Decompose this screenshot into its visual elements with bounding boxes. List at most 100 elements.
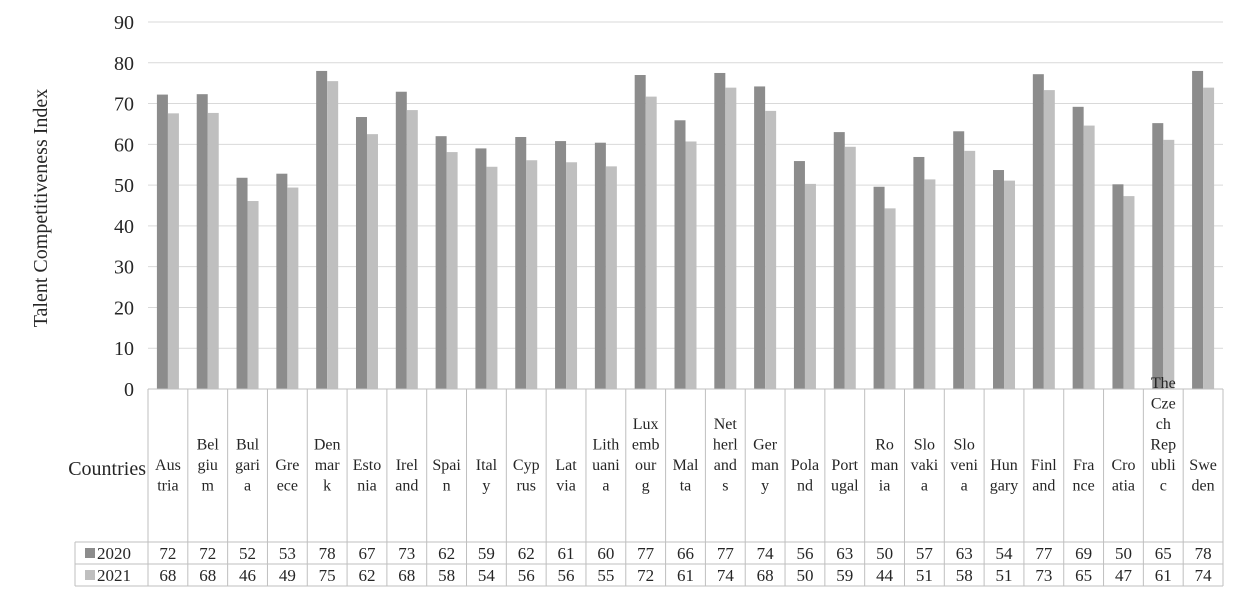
x-tick-label: Ital y bbox=[476, 457, 498, 495]
data-label: 75 bbox=[319, 566, 336, 585]
data-label: 62 bbox=[518, 544, 535, 563]
data-label: 56 bbox=[558, 566, 575, 585]
bar bbox=[714, 72, 726, 389]
data-label: 62 bbox=[438, 544, 455, 563]
x-tick-label: Swe den bbox=[1189, 457, 1217, 495]
y-tick-label: 40 bbox=[114, 216, 134, 238]
data-label: 72 bbox=[159, 544, 176, 563]
x-tick-label: Spai n bbox=[432, 457, 461, 495]
bar bbox=[555, 141, 567, 389]
bar bbox=[1192, 70, 1204, 389]
legend-key bbox=[85, 548, 95, 558]
data-label: 50 bbox=[876, 544, 893, 563]
data-label: 78 bbox=[319, 544, 336, 563]
bar bbox=[355, 117, 367, 390]
x-tick-label: Den mar k bbox=[314, 437, 341, 495]
x-tick-label: Pola nd bbox=[791, 457, 819, 495]
data-label: 77 bbox=[1035, 544, 1053, 563]
data-label: 78 bbox=[1195, 544, 1212, 563]
bar bbox=[804, 183, 816, 389]
data-label: 65 bbox=[1155, 544, 1172, 563]
bar bbox=[515, 136, 527, 389]
bar bbox=[156, 94, 168, 389]
data-label: 55 bbox=[597, 566, 614, 585]
data-label: 66 bbox=[677, 544, 694, 563]
data-label: 68 bbox=[398, 566, 415, 585]
data-label: 56 bbox=[796, 544, 813, 563]
data-label: 56 bbox=[518, 566, 535, 585]
data-table: Aus tria Bel giu m Bul gari a Gre ece Den mar k Esto n… bbox=[74, 375, 1224, 587]
data-label: 52 bbox=[239, 544, 256, 563]
bar bbox=[754, 86, 766, 389]
x-tick-label: Aus tria bbox=[155, 457, 181, 495]
bar bbox=[924, 179, 936, 389]
bar bbox=[964, 150, 976, 389]
data-label: 61 bbox=[558, 544, 575, 563]
bar bbox=[276, 173, 288, 389]
data-label: 58 bbox=[438, 566, 455, 585]
data-label: 61 bbox=[677, 566, 694, 585]
x-tick-label: Finl and bbox=[1031, 457, 1057, 495]
data-label: 44 bbox=[876, 566, 894, 585]
data-label: 51 bbox=[916, 566, 933, 585]
bar bbox=[833, 132, 845, 389]
data-label: 54 bbox=[996, 544, 1014, 563]
data-label: 57 bbox=[916, 544, 934, 563]
x-tick-label: Port ugal bbox=[831, 457, 859, 495]
bar bbox=[993, 170, 1005, 389]
bar bbox=[1043, 90, 1055, 390]
bar bbox=[1032, 74, 1044, 389]
bar bbox=[486, 166, 498, 389]
data-label: 74 bbox=[717, 566, 735, 585]
bar bbox=[566, 162, 578, 389]
data-label: 63 bbox=[956, 544, 973, 563]
y-tick-label: 10 bbox=[114, 338, 134, 360]
data-label: 59 bbox=[478, 544, 495, 563]
x-tick-label: Lat via bbox=[555, 457, 577, 495]
data-label: 49 bbox=[279, 566, 296, 585]
x-tick-label: Mal ta bbox=[673, 457, 699, 495]
legend-label: 2020 bbox=[97, 544, 131, 563]
x-tick-label: Bel giu m bbox=[197, 437, 220, 495]
data-label: 69 bbox=[1075, 544, 1092, 563]
bar bbox=[913, 156, 925, 389]
y-tick-label: 60 bbox=[114, 134, 134, 156]
data-label: 50 bbox=[796, 566, 813, 585]
data-label: 61 bbox=[1155, 566, 1172, 585]
x-tick-label: The Cze ch Rep ubli c bbox=[1150, 375, 1176, 495]
bar bbox=[196, 94, 208, 389]
y-tick-label: 70 bbox=[114, 94, 134, 116]
bar bbox=[435, 136, 447, 389]
bar bbox=[446, 152, 458, 389]
bar bbox=[287, 187, 299, 389]
bar bbox=[207, 112, 219, 389]
y-axis-ticks: 0 10 20 30 40 50 60 70 80 90 bbox=[114, 12, 134, 401]
x-tick-label: Irel and bbox=[395, 457, 418, 495]
data-label: 59 bbox=[836, 566, 853, 585]
bar bbox=[1152, 123, 1164, 389]
bar bbox=[1072, 106, 1084, 389]
bar bbox=[953, 131, 965, 390]
bar bbox=[1163, 139, 1175, 389]
data-label: 46 bbox=[239, 566, 256, 585]
bar bbox=[844, 146, 856, 389]
bar bbox=[1123, 196, 1135, 389]
bar bbox=[475, 148, 487, 389]
data-label: 77 bbox=[637, 544, 655, 563]
x-tick-label: Slo veni a bbox=[950, 437, 978, 495]
data-label: 67 bbox=[358, 544, 376, 563]
data-label: 72 bbox=[199, 544, 216, 563]
data-label: 73 bbox=[398, 544, 415, 563]
data-label: 68 bbox=[159, 566, 176, 585]
bar bbox=[316, 70, 328, 389]
x-tick-label: Ro man ia bbox=[871, 437, 899, 495]
x-tick-label: Cyp rus bbox=[513, 457, 540, 495]
data-label: 73 bbox=[1035, 566, 1052, 585]
y-tick-label: 30 bbox=[114, 257, 134, 279]
bar bbox=[1083, 125, 1095, 389]
x-tick-label: Cro atia bbox=[1111, 457, 1135, 495]
legend-key bbox=[85, 570, 95, 580]
bar bbox=[634, 75, 646, 389]
y-tick-label: 0 bbox=[124, 379, 134, 401]
bar bbox=[406, 110, 418, 389]
